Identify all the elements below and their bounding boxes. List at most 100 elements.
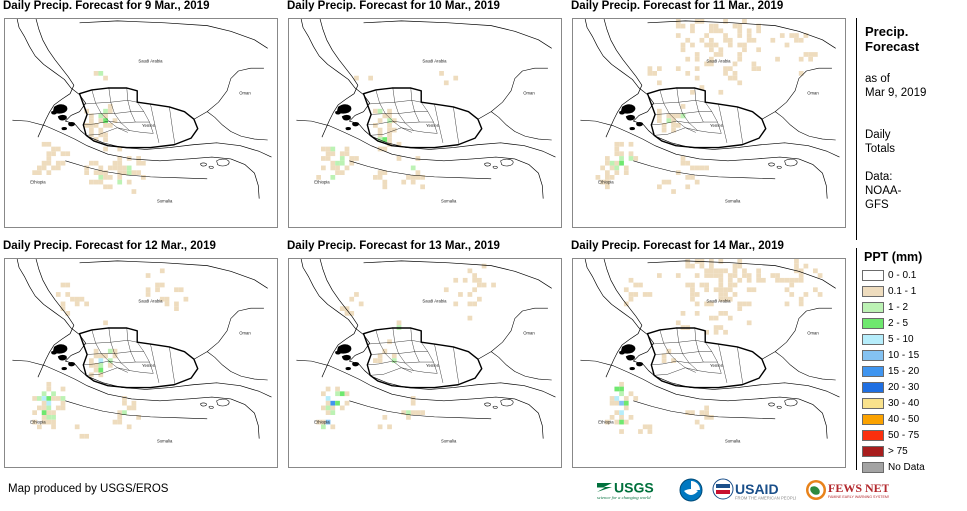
geo-label-somalia: Somalia bbox=[725, 438, 741, 443]
map-geometry bbox=[370, 367, 438, 376]
map-geometry bbox=[86, 127, 154, 136]
map-geometry bbox=[367, 120, 434, 126]
map-geometry bbox=[491, 111, 552, 141]
sidebar-divider-bottom bbox=[856, 248, 857, 470]
map-geometry bbox=[345, 127, 352, 131]
map-geometry bbox=[646, 87, 767, 149]
geo-label-somalia: Somalia bbox=[441, 198, 457, 203]
panel-title: Daily Precip. Forecast for 10 Mar., 2019 bbox=[287, 0, 500, 12]
legend-item: 30 - 40 bbox=[862, 396, 967, 411]
geo-label-saudi-arabia: Saudi Arabia bbox=[706, 58, 731, 63]
legend-swatch bbox=[862, 302, 884, 313]
map-geometry bbox=[208, 405, 214, 409]
precip-map: Saudi Arabia Oman Yemen Ethiopia Somalia bbox=[12, 259, 272, 443]
legend-item: > 75 bbox=[862, 444, 967, 459]
svg-text:USGS: USGS bbox=[614, 480, 654, 496]
geo-label-yemen: Yemen bbox=[710, 363, 724, 368]
map-geometry bbox=[776, 405, 782, 409]
map-frame: Saudi Arabia Oman Yemen Ethiopia Somalia bbox=[572, 258, 846, 468]
map-geometry bbox=[371, 351, 428, 355]
map-geometry bbox=[453, 346, 460, 385]
map-geometry bbox=[300, 19, 372, 137]
map-geometry bbox=[79, 20, 268, 49]
map-geometry bbox=[137, 102, 154, 134]
legend-label: 1 - 2 bbox=[888, 302, 909, 313]
legend: PPT (mm) 0 - 0.1 0.1 - 1 1 - 2 2 - 5 5 - 10 1… bbox=[862, 250, 967, 476]
sidebar-asof-line1: as of bbox=[865, 73, 890, 85]
map-geometry bbox=[341, 114, 351, 121]
legend-label: No Data bbox=[888, 462, 925, 473]
geo-label-yemen: Yemen bbox=[142, 363, 156, 368]
map-geometry bbox=[341, 354, 351, 361]
map-geometry bbox=[370, 375, 556, 398]
map-geometry bbox=[676, 327, 698, 371]
sidebar-data-line2: NOAA- bbox=[865, 185, 902, 197]
geo-label-ethiopia: Ethiopia bbox=[314, 180, 330, 185]
map-geometry bbox=[65, 160, 208, 180]
legend-label: 20 - 30 bbox=[888, 382, 920, 393]
map-geometry bbox=[53, 344, 68, 354]
map-geometry bbox=[584, 19, 656, 137]
map-geometry bbox=[78, 327, 199, 389]
map-geometry bbox=[68, 362, 76, 367]
map-geometry bbox=[86, 145, 260, 199]
map-geometry bbox=[363, 20, 552, 49]
map-geometry bbox=[619, 110, 626, 115]
usgs-logo: USGS science for a changing world bbox=[597, 480, 654, 500]
geo-label-saudi-arabia: Saudi Arabia bbox=[706, 298, 731, 303]
map-geometry bbox=[57, 354, 67, 361]
map-geometry bbox=[651, 340, 706, 345]
map-geometry bbox=[86, 367, 154, 376]
map-geometry bbox=[61, 367, 68, 371]
map-geometry bbox=[216, 158, 230, 167]
sidebar-title: Precip. Forecast bbox=[865, 24, 919, 54]
map-geometry bbox=[349, 160, 492, 180]
legend-rows: 0 - 0.1 0.1 - 1 1 - 2 2 - 5 5 - 10 10 - 15 15 … bbox=[862, 268, 967, 475]
map-geometry bbox=[453, 106, 460, 145]
sidebar-asof-line2: Mar 9, 2019 bbox=[865, 87, 927, 99]
map-geometry bbox=[625, 354, 635, 361]
map-geometry bbox=[68, 122, 76, 127]
map-geometry bbox=[654, 135, 840, 158]
legend-item: No Data bbox=[862, 460, 967, 475]
map-geometry bbox=[776, 165, 782, 169]
map-geometry bbox=[491, 351, 552, 381]
map-geometry bbox=[51, 350, 58, 355]
map-geometry bbox=[169, 106, 176, 145]
map-geometry bbox=[654, 375, 840, 398]
legend-label: > 75 bbox=[888, 446, 908, 457]
map-geometry bbox=[126, 88, 136, 123]
sidebar-data-line1: Data: bbox=[865, 171, 893, 183]
map-geometry bbox=[370, 127, 438, 136]
legend-label: 40 - 50 bbox=[888, 414, 920, 425]
precip-raster bbox=[316, 71, 459, 190]
map-geometry bbox=[319, 19, 359, 138]
map-geometry bbox=[91, 89, 128, 133]
legend-swatch bbox=[862, 446, 884, 457]
map-geometry bbox=[207, 351, 268, 381]
map-geometry bbox=[705, 342, 722, 374]
precip-raster bbox=[605, 259, 823, 434]
map-geometry bbox=[83, 120, 150, 126]
map-geometry bbox=[335, 110, 342, 115]
legend-label: 50 - 75 bbox=[888, 430, 920, 441]
geo-label-saudi-arabia: Saudi Arabia bbox=[138, 58, 163, 63]
map-geometry bbox=[193, 307, 264, 360]
map-geometry bbox=[655, 111, 712, 115]
map-geometry bbox=[200, 402, 207, 407]
map-geometry bbox=[79, 260, 268, 289]
map-geometry bbox=[370, 385, 544, 439]
map-geometry bbox=[768, 402, 775, 407]
map-geometry bbox=[718, 104, 728, 143]
fewsnet-logo: FEWS NET FAMINE EARLY WARNING SYSTEMS NE… bbox=[806, 480, 889, 500]
map-geometry bbox=[492, 405, 498, 409]
map-geometry bbox=[53, 104, 68, 114]
legend-swatch bbox=[862, 334, 884, 345]
map-geometry bbox=[78, 87, 199, 149]
map-geometry bbox=[651, 120, 718, 126]
map-geometry bbox=[87, 351, 144, 355]
map-geometry bbox=[65, 400, 208, 420]
geo-label-oman: Oman bbox=[807, 331, 819, 336]
map-geometry bbox=[694, 328, 704, 363]
map-geometry bbox=[492, 165, 498, 169]
